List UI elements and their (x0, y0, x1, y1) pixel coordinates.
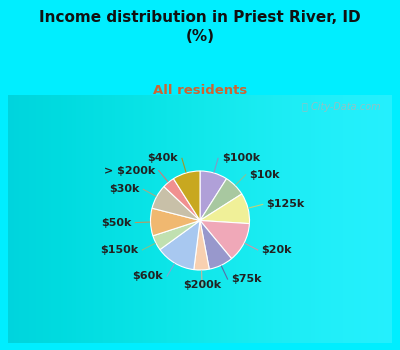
Text: All residents: All residents (153, 84, 247, 97)
Wedge shape (150, 208, 200, 236)
Text: $60k: $60k (133, 271, 163, 281)
Text: $150k: $150k (100, 245, 138, 255)
Wedge shape (174, 171, 200, 220)
Text: $20k: $20k (262, 245, 292, 255)
Text: $200k: $200k (183, 280, 221, 290)
Text: $40k: $40k (148, 153, 178, 163)
Wedge shape (200, 220, 250, 259)
Wedge shape (164, 179, 200, 220)
Text: $75k: $75k (231, 274, 262, 284)
Text: > $200k: > $200k (104, 166, 155, 176)
Wedge shape (200, 171, 226, 220)
Wedge shape (200, 194, 250, 224)
Text: $125k: $125k (266, 199, 305, 209)
Text: $30k: $30k (109, 184, 140, 194)
Wedge shape (152, 187, 200, 220)
Text: $10k: $10k (250, 170, 280, 180)
Text: ⓘ City-Data.com: ⓘ City-Data.com (302, 102, 380, 112)
Text: $100k: $100k (222, 153, 260, 163)
Text: Income distribution in Priest River, ID
(%): Income distribution in Priest River, ID … (39, 10, 361, 44)
Text: $50k: $50k (101, 218, 132, 228)
Wedge shape (153, 220, 200, 250)
Wedge shape (194, 220, 209, 270)
Wedge shape (200, 220, 232, 269)
Wedge shape (160, 220, 200, 270)
Wedge shape (200, 179, 242, 220)
